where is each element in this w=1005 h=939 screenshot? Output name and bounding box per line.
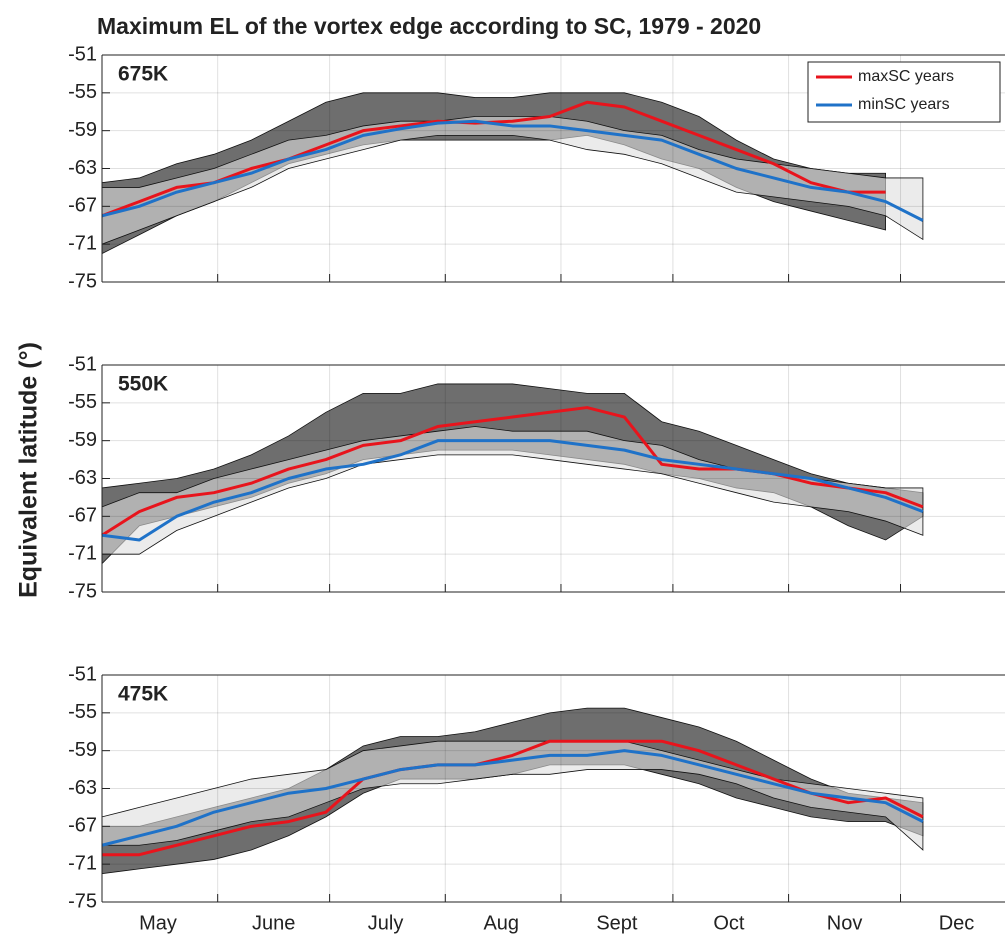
x-tick-label: Oct [713,912,745,934]
legend-box [807,61,1001,123]
y-tick-label: -71 [68,542,97,564]
y-tick-label: -67 [68,815,97,837]
x-tick-label: Aug [483,912,519,934]
spread-band [101,426,924,555]
y-tick-label: -75 [68,270,97,292]
panel-label: 675K [118,63,168,86]
legend-label: minSC years [858,96,950,113]
y-tick-label: -75 [68,890,97,912]
x-tick-label: Nov [827,912,863,934]
legend-label: maxSC years [858,68,954,85]
series-line [101,406,924,537]
x-tick-label: May [139,912,177,934]
y-tick-label: -55 [68,81,97,103]
panel: -75 -71 -67 -63 -59 -55 -51 675K maxSC years minS… [68,43,1005,292]
chart-title: Maximum EL of the vortex edge according … [97,13,761,39]
y-axis-label: Equivalent latitude (°) [15,342,43,598]
y-tick-label: -67 [68,505,97,527]
panel-label: 550K [118,373,168,396]
y-tick-label: -71 [68,232,97,254]
spread-band [101,116,924,245]
x-tick-label: Dec [939,912,975,934]
y-tick-label: -55 [68,391,97,413]
y-tick-label: -63 [68,777,97,799]
y-tick-label: -51 [68,353,97,375]
panel: -75 -71 -67 -63 -59 -55 -51 550K [68,353,1005,602]
series-line [102,739,924,857]
y-tick-label: -63 [68,157,97,179]
x-tick-label: July [368,912,404,934]
y-tick-label: -51 [68,43,97,65]
y-tick-label: -59 [68,739,97,761]
y-tick-label: -75 [68,580,97,602]
panel-label: 475K [118,683,168,706]
y-tick-label: -55 [68,701,97,723]
y-tick-label: -59 [68,119,97,141]
y-tick-label: -71 [68,852,97,874]
y-tick-label: -59 [68,429,97,451]
y-tick-label: -63 [68,467,97,489]
y-tick-label: -51 [68,663,97,685]
series-line [101,749,924,847]
series-line [101,119,924,222]
x-tick-label: June [252,912,295,934]
x-tick-label: Sept [596,912,638,934]
series-line [101,439,924,542]
panel: -75 -71 -67 -63 -59 -55 -51 475K May June July Aug S… [68,663,1005,934]
y-tick-label: -67 [68,195,97,217]
